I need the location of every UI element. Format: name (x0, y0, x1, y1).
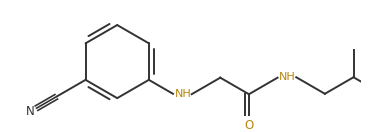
Text: NH: NH (279, 72, 296, 82)
Text: O: O (244, 119, 253, 132)
Text: N: N (26, 105, 34, 118)
Text: NH: NH (175, 89, 191, 99)
